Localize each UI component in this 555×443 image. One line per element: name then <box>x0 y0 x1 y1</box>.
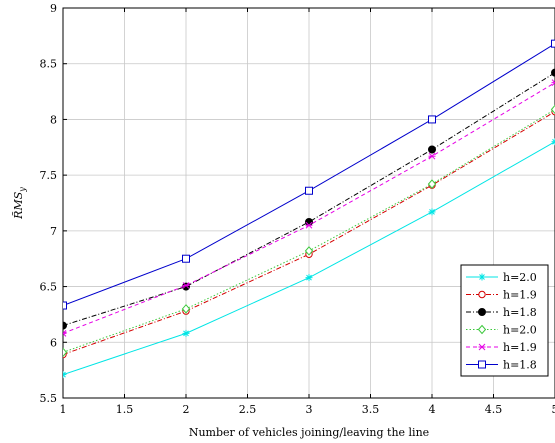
series-2 <box>63 68 555 330</box>
data-point <box>182 282 190 289</box>
y-tick-label: 8 <box>50 113 57 126</box>
legend-label: h=1.8 <box>503 306 537 319</box>
x-axis-label: Number of vehicles joining/leaving the l… <box>189 426 429 439</box>
legend-entry: h=2.0 <box>466 271 537 284</box>
y-tick-label: 7.5 <box>40 169 58 182</box>
x-tick-label: 2.5 <box>239 403 257 416</box>
x-tick-label: 4 <box>429 403 436 416</box>
y-tick-label: 7 <box>50 225 57 238</box>
data-point <box>305 274 313 282</box>
legend-entry: h=1.9 <box>466 341 537 354</box>
x-tick-label: 1 <box>60 403 67 416</box>
data-point <box>182 329 190 337</box>
legend-marker <box>478 273 486 281</box>
data-point <box>63 347 68 358</box>
legend-marker <box>478 308 486 316</box>
legend-entry: h=2.0 <box>466 324 537 337</box>
data-point <box>551 39 555 48</box>
x-tick-label: 4.5 <box>485 403 503 416</box>
legend-entry: h=1.8 <box>466 306 537 319</box>
series-5 <box>63 39 555 310</box>
legend-marker <box>477 324 487 335</box>
x-tick-label: 3 <box>306 403 313 416</box>
y-axis-label-main: R̃MS <box>12 191 25 220</box>
data-point <box>428 115 436 124</box>
y-tick-label: 5.5 <box>40 392 58 405</box>
legend-label: h=1.8 <box>503 359 537 372</box>
data-point <box>63 301 67 310</box>
series-group <box>63 39 555 379</box>
legend-marker <box>478 290 486 299</box>
y-tick-label: 6 <box>50 336 57 349</box>
data-point <box>305 186 313 195</box>
data-point <box>304 246 314 256</box>
legend-label: h=1.9 <box>503 289 537 302</box>
axis-ticks: 1 1.5 2 2.5 3 3.5 4 4.5 5 5.5 6 6.5 7 7.5 8 8.5 9 <box>40 2 555 416</box>
legend: h=2.0 h=1.9 h=1.8 h=2.0 h=1.9 h=1.8 <box>460 264 549 377</box>
y-tick-label: 9 <box>50 2 57 15</box>
data-point <box>550 104 555 115</box>
x-tick-label: 5 <box>552 403 555 416</box>
legend-entry: h=1.8 <box>466 359 537 372</box>
data-point <box>181 304 191 314</box>
data-point <box>427 179 437 189</box>
grid <box>62 7 555 399</box>
data-point <box>63 330 67 337</box>
y-tick-label: 6.5 <box>40 281 58 294</box>
x-tick-label: 2 <box>183 403 190 416</box>
data-point <box>182 254 190 263</box>
legend-marker <box>478 343 486 351</box>
y-axis-label-sub: y <box>18 187 27 193</box>
data-point <box>305 221 313 229</box>
legend-marker <box>478 360 486 369</box>
legend-label: h=2.0 <box>503 324 537 337</box>
legend-label: h=1.9 <box>503 341 537 354</box>
data-point <box>428 152 436 160</box>
y-axis-label: R̃MSy <box>12 187 27 220</box>
series-4 <box>63 79 555 337</box>
legend-label: h=2.0 <box>503 271 537 284</box>
data-point <box>551 138 555 146</box>
series-3 <box>63 104 555 358</box>
x-tick-label: 3.5 <box>362 403 380 416</box>
data-point <box>305 217 313 226</box>
data-point <box>63 321 67 330</box>
x-tick-label: 1.5 <box>116 403 134 416</box>
data-point <box>551 79 555 87</box>
y-tick-label: 8.5 <box>40 58 58 71</box>
legend-entry: h=1.9 <box>466 289 537 302</box>
legend-box <box>460 264 549 377</box>
series-line <box>63 111 555 356</box>
data-point <box>428 208 436 216</box>
data-point <box>428 145 436 154</box>
data-point <box>63 371 67 379</box>
data-point <box>551 68 555 77</box>
series-0 <box>63 138 555 379</box>
